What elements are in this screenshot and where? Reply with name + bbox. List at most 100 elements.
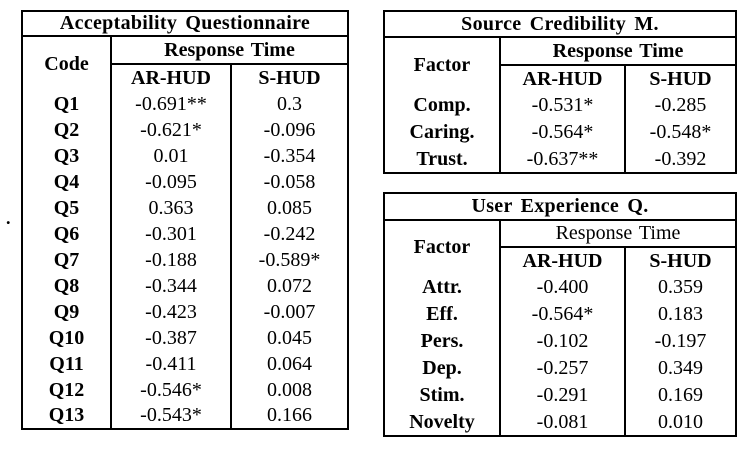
table-body: Comp. -0.531* -0.285 Caring. -0.564* -0.… xyxy=(384,92,736,173)
table-row: Trust. -0.637** -0.392 xyxy=(384,146,736,173)
s-hud-value: -0.058 xyxy=(263,170,316,193)
row-label: Q3 xyxy=(22,143,112,169)
s-hud-value: 0.183 xyxy=(658,303,703,325)
row-label: Q13 xyxy=(22,403,112,429)
ar-hud-value: -0.081 xyxy=(500,409,626,436)
ar-hud-value: -0.257 xyxy=(500,355,626,382)
row-header-label: Factor xyxy=(384,37,501,92)
ar-hud-value: -0.621* xyxy=(111,117,232,143)
row-label: Attr. xyxy=(384,274,501,301)
s-hud-value: 0.010 xyxy=(658,410,703,433)
table-header-section: User Experience Q. Factor Response Time … xyxy=(384,193,737,274)
ar-hud-value: -0.102 xyxy=(500,328,626,355)
ar-hud-value: -0.344 xyxy=(111,273,232,299)
table-row: Q5 0.363 0.085 xyxy=(22,195,348,221)
ar-hud-value: -0.564* xyxy=(500,119,626,146)
row-label: Q4 xyxy=(22,169,112,195)
ar-hud-value: -0.400 xyxy=(500,274,626,301)
table-header-section: Acceptability Questionnaire Code Respons… xyxy=(22,11,348,91)
ar-hud-value: -0.691** xyxy=(111,91,232,117)
s-hud-value: -0.392 xyxy=(654,147,707,170)
row-label: Trust. xyxy=(384,146,501,173)
row-label: Q2 xyxy=(22,117,112,143)
stray-ink-dot: . xyxy=(6,208,11,228)
column-header-s-hud: S-HUD xyxy=(258,66,321,89)
row-label: Q10 xyxy=(22,325,112,351)
row-label: Q1 xyxy=(22,91,112,117)
table-title: User Experience Q. xyxy=(384,193,737,221)
column-header-s-hud: S-HUD xyxy=(649,67,712,90)
s-hud-value: -0.007 xyxy=(263,300,316,323)
acceptability-questionnaire-table: Acceptability Questionnaire Code Respons… xyxy=(21,10,349,430)
ar-hud-value: -0.546* xyxy=(111,377,232,403)
row-label: Dep. xyxy=(384,355,501,382)
table-row: Caring. -0.564* -0.548* xyxy=(384,119,736,146)
s-hud-value: 0.072 xyxy=(267,274,312,297)
table-row: Q11 -0.411 0.064 xyxy=(22,351,348,377)
ar-hud-value: -0.531* xyxy=(500,92,626,119)
ar-hud-value: -0.637** xyxy=(500,146,626,173)
row-label: Eff. xyxy=(384,301,501,328)
row-label: Caring. xyxy=(384,119,501,146)
table-header-section: Source Credibility M. Factor Response Ti… xyxy=(384,11,736,92)
row-label: Pers. xyxy=(384,328,501,355)
ar-hud-value: -0.188 xyxy=(111,247,232,273)
table-row: Q2 -0.621* -0.096 xyxy=(22,117,348,143)
ar-hud-value: 0.01 xyxy=(111,143,232,169)
table-row: Q1 -0.691** 0.3 xyxy=(22,91,348,117)
ar-hud-value: -0.564* xyxy=(500,301,626,328)
ar-hud-value: -0.423 xyxy=(111,299,232,325)
table-row: Dep. -0.257 0.349 xyxy=(384,355,736,382)
row-label: Novelty xyxy=(384,409,501,436)
table-title: Source Credibility M. xyxy=(384,11,736,38)
row-label: Q7 xyxy=(22,247,112,273)
ar-hud-value: -0.095 xyxy=(111,169,232,195)
table-row: Q3 0.01 -0.354 xyxy=(22,143,348,169)
table-row: Comp. -0.531* -0.285 xyxy=(384,92,736,119)
row-label: Q6 xyxy=(22,221,112,247)
ar-hud-value: -0.291 xyxy=(500,382,626,409)
ar-hud-value: -0.543* xyxy=(111,403,232,429)
source-credibility-table: Source Credibility M. Factor Response Ti… xyxy=(383,10,737,174)
s-hud-value: -0.096 xyxy=(263,118,316,141)
column-header-ar-hud: AR-HUD xyxy=(500,65,626,92)
table-row: Novelty -0.081 0.010 xyxy=(384,409,736,436)
row-label: Comp. xyxy=(384,92,501,119)
s-hud-value: 0.3 xyxy=(277,92,302,115)
s-hud-value: 0.169 xyxy=(658,384,703,406)
table-row: Q6 -0.301 -0.242 xyxy=(22,221,348,247)
s-hud-value: -0.589* xyxy=(258,248,321,271)
table-body: Q1 -0.691** 0.3 Q2 -0.621* -0.096 Q3 0.0… xyxy=(22,91,348,429)
group-header-response-time: Response Time xyxy=(500,220,737,248)
row-label: Stim. xyxy=(384,382,501,409)
ar-hud-value: 0.363 xyxy=(111,195,232,221)
table-title: Acceptability Questionnaire xyxy=(22,11,348,37)
s-hud-value: -0.285 xyxy=(654,94,707,116)
row-label: Q12 xyxy=(22,377,112,403)
s-hud-value: 0.045 xyxy=(267,326,312,349)
s-hud-value: 0.064 xyxy=(267,352,312,375)
s-hud-value: 0.359 xyxy=(658,276,703,298)
s-hud-value: 0.166 xyxy=(267,404,312,426)
column-header-ar-hud: AR-HUD xyxy=(500,247,626,274)
s-hud-value: 0.085 xyxy=(267,196,312,219)
row-label: Q8 xyxy=(22,273,112,299)
ar-hud-value: -0.387 xyxy=(111,325,232,351)
column-header-ar-hud: AR-HUD xyxy=(111,64,232,91)
table-row: Q9 -0.423 -0.007 xyxy=(22,299,348,325)
column-header-s-hud: S-HUD xyxy=(649,249,712,272)
group-header-response-time: Response Time xyxy=(500,37,736,66)
row-label: Q5 xyxy=(22,195,112,221)
table-row: Q4 -0.095 -0.058 xyxy=(22,169,348,195)
row-label: Q11 xyxy=(22,351,112,377)
row-header-label: Code xyxy=(22,36,112,91)
s-hud-value: -0.548* xyxy=(649,121,712,143)
s-hud-value: 0.349 xyxy=(658,357,703,379)
group-header-response-time: Response Time xyxy=(111,36,348,65)
table-row: Eff. -0.564* 0.183 xyxy=(384,301,736,328)
table-row: Q8 -0.344 0.072 xyxy=(22,273,348,299)
s-hud-value: -0.242 xyxy=(263,222,316,245)
row-header-label: Factor xyxy=(384,220,501,274)
table-row: Q7 -0.188 -0.589* xyxy=(22,247,348,273)
